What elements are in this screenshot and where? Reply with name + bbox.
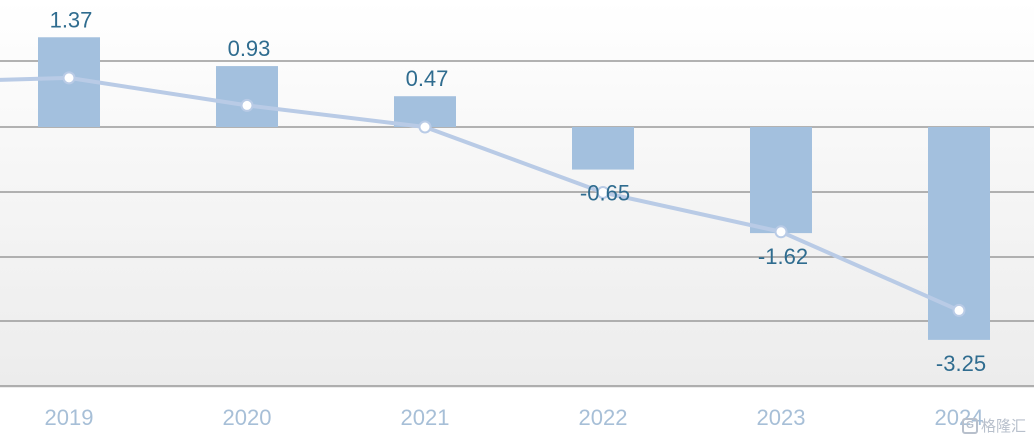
- x-tick-2021: 2021: [401, 405, 450, 430]
- x-tick-2020: 2020: [223, 405, 272, 430]
- line-point-2019: [62, 71, 76, 85]
- plot-background: [0, 0, 1034, 388]
- data-label-2020: 0.93: [228, 36, 271, 61]
- data-label-2024: -3.25: [936, 351, 986, 376]
- watermark-logo-icon: G: [961, 417, 978, 434]
- line-point-2021: [418, 120, 432, 134]
- line-point-2022: [596, 186, 610, 199]
- line-point-2024: [952, 303, 966, 317]
- line-point-2020: [240, 98, 254, 112]
- x-tick-2023: 2023: [757, 405, 806, 430]
- bar-2022: [572, 127, 634, 170]
- watermark: G 格隆汇: [961, 415, 1026, 436]
- x-axis-ticks: 2019 2020 2021 2022 2023 2024: [45, 405, 984, 430]
- x-tick-2019: 2019: [45, 405, 94, 430]
- data-labels: 1.37 0.93 0.47 -0.65 -1.62 -3.25: [50, 7, 986, 376]
- x-tick-2022: 2022: [579, 405, 628, 430]
- trend-line: [0, 71, 966, 317]
- data-label-2022: -0.65: [580, 181, 630, 206]
- data-label-2023: -1.62: [758, 244, 808, 269]
- bar-2023: [750, 127, 812, 234]
- bar-2020: [216, 66, 278, 127]
- watermark-text: 格隆汇: [980, 418, 1026, 435]
- data-label-2019: 1.37: [50, 7, 93, 32]
- line-point-2023: [774, 225, 788, 239]
- grid-lines: [0, 60, 1034, 387]
- data-label-2021: 0.47: [406, 66, 449, 91]
